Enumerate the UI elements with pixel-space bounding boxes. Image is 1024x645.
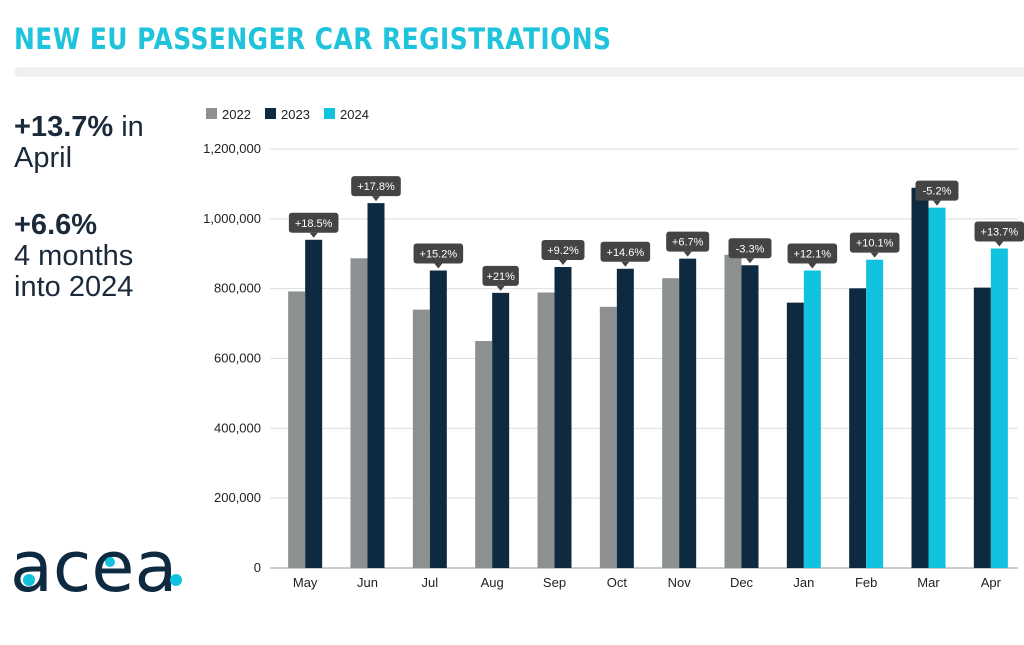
growth-annotation-label: +12.1% <box>794 249 832 261</box>
x-axis: May Jun Jul Aug Sep Oct Nov Dec Jan Feb Mar Apr <box>293 575 1002 590</box>
legend-swatch-2024 <box>324 108 335 119</box>
y-tick-label: 800,000 <box>214 281 261 296</box>
x-tick-label: Sep <box>543 575 566 590</box>
legend-label-2022: 2022 <box>222 107 251 122</box>
bar-mar-2024 <box>928 207 946 568</box>
y-tick-label: 200,000 <box>214 490 261 505</box>
growth-annotation: +14.6% <box>600 241 651 267</box>
legend-swatch-2022 <box>206 108 217 119</box>
bar-may-2022 <box>288 291 306 568</box>
growth-annotation-label: +18.5% <box>295 218 333 230</box>
y-tick-label: 1,000,000 <box>203 211 261 226</box>
ytd-growth-label: 4 months <box>14 240 134 272</box>
bar-may-2023 <box>305 239 323 569</box>
growth-annotation: +12.1% <box>787 243 838 269</box>
legend-label-2024: 2024 <box>340 107 369 122</box>
growth-annotation-label: +14.6% <box>607 247 645 259</box>
x-tick-label: May <box>293 575 318 590</box>
growth-annotation-label: -3.3% <box>736 243 765 255</box>
title-divider <box>14 67 1024 77</box>
bar-feb-2023 <box>849 288 867 568</box>
bar-jun-2023 <box>367 203 385 568</box>
bar-aug-2022 <box>475 341 493 568</box>
bar-dec-2023 <box>741 265 759 568</box>
growth-annotation: +17.8% <box>351 176 401 202</box>
page-title: NEW EU PASSENGER CAR REGISTRATIONS <box>14 22 612 56</box>
chart-gridlines <box>270 148 1018 569</box>
ytd-highlight: +6.6% 4 months into 2024 <box>14 210 133 303</box>
april-highlight: +13.7% in April <box>14 112 144 174</box>
x-tick-label: Aug <box>481 575 504 590</box>
growth-annotation-label: +6.7% <box>672 237 704 249</box>
growth-annotation: +9.2% <box>541 240 585 266</box>
bar-jul-2023 <box>429 270 447 568</box>
bar-feb-2024 <box>866 259 884 568</box>
bar-sep-2022 <box>537 292 555 568</box>
bar-oct-2022 <box>599 306 617 568</box>
x-tick-label: Jul <box>422 575 439 590</box>
ytd-growth-value: +6.6% <box>14 209 98 241</box>
growth-annotation: +21% <box>482 265 519 291</box>
growth-annotation: -5.2% <box>915 180 959 206</box>
chart-legend: 2022 2023 2024 <box>206 107 369 122</box>
ytd-growth-label-2: into 2024 <box>14 271 134 303</box>
growth-annotation-label: +10.1% <box>856 238 894 250</box>
x-tick-label: Dec <box>730 575 754 590</box>
legend-swatch-2023 <box>265 108 276 119</box>
bar-nov-2023 <box>679 258 697 568</box>
growth-annotation: +10.1% <box>849 232 900 258</box>
growth-annotation-label: -5.2% <box>923 186 952 198</box>
y-tick-label: 0 <box>254 560 261 575</box>
growth-annotation-label: +13.7% <box>981 227 1019 239</box>
growth-annotations: +18.5% +17.8% +15.2% +21% +9.2% +14.6% +6.7% -3… <box>288 176 1024 291</box>
april-growth-value: +13.7% <box>14 111 114 143</box>
x-tick-label: Feb <box>855 575 877 590</box>
growth-annotation-label: +21% <box>486 271 515 283</box>
chart-bars <box>288 187 1008 569</box>
y-tick-label: 400,000 <box>214 420 261 435</box>
growth-annotation-label: +9.2% <box>547 245 579 257</box>
x-tick-label: Jun <box>357 575 378 590</box>
x-tick-label: Mar <box>917 575 940 590</box>
growth-annotation-label: +15.2% <box>420 249 458 261</box>
x-tick-label: Nov <box>668 575 692 590</box>
legend-label-2023: 2023 <box>281 107 310 122</box>
growth-annotation: +6.7% <box>666 231 710 257</box>
bar-dec-2022 <box>724 254 742 569</box>
growth-annotation: +15.2% <box>413 243 464 269</box>
y-tick-label: 1,200,000 <box>203 141 261 156</box>
svg-text:acea: acea <box>10 526 177 605</box>
bar-oct-2023 <box>616 268 634 568</box>
acea-logo: acea <box>10 526 182 605</box>
bar-nov-2022 <box>662 278 680 568</box>
bar-jun-2022 <box>350 258 368 568</box>
bar-jan-2024 <box>803 270 821 568</box>
x-tick-label: Oct <box>607 575 628 590</box>
growth-annotation: +18.5% <box>288 212 339 238</box>
april-growth-label: in <box>113 111 144 143</box>
growth-annotation-label: +17.8% <box>357 181 395 193</box>
bar-apr-2024 <box>990 248 1008 568</box>
bar-jan-2023 <box>786 302 804 568</box>
y-axis: 0 200,000 400,000 600,000 800,000 1,000,000 1,… <box>203 141 261 575</box>
growth-annotation: -3.3% <box>728 238 772 264</box>
bar-jul-2022 <box>412 309 430 568</box>
bar-mar-2023 <box>911 187 929 568</box>
y-tick-label: 600,000 <box>214 351 261 366</box>
growth-annotation: +13.7% <box>974 221 1024 247</box>
april-growth-label-2: April <box>14 142 73 174</box>
bar-apr-2023 <box>973 287 991 568</box>
x-tick-label: Apr <box>981 575 1002 590</box>
bar-aug-2023 <box>492 292 510 568</box>
x-tick-label: Jan <box>793 575 814 590</box>
bar-sep-2023 <box>554 267 572 568</box>
